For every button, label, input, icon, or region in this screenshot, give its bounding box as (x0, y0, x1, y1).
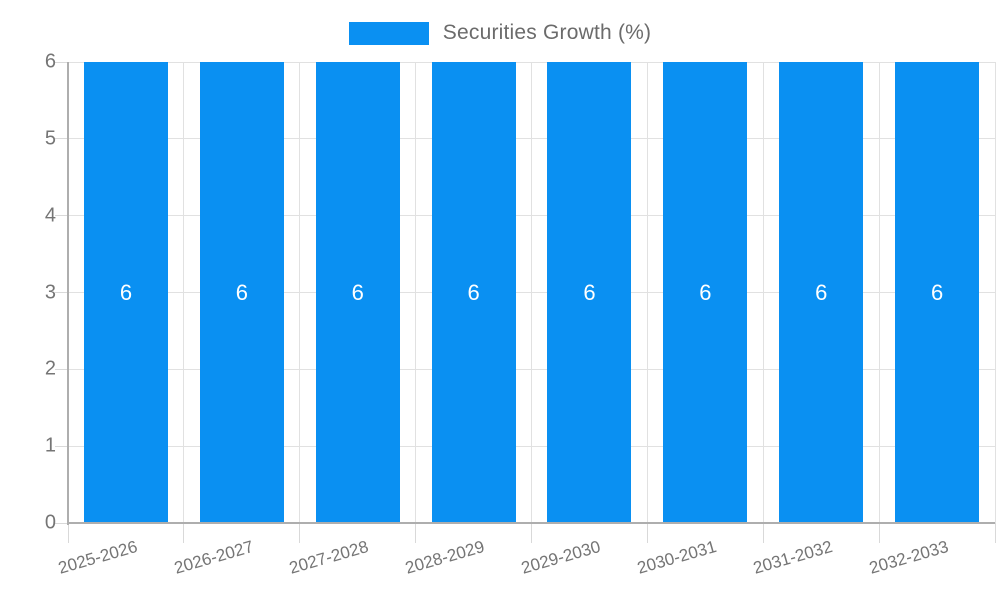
x-tick-mark (415, 523, 417, 543)
bar-value-label: 6 (351, 279, 364, 305)
y-tick-mark (55, 215, 68, 217)
bar-2030-2031[interactable] (663, 62, 748, 523)
legend-swatch[interactable] (348, 21, 429, 45)
bar-2032-2033[interactable] (895, 62, 980, 523)
bar-value-label: 6 (699, 279, 712, 305)
y-axis-line (67, 62, 69, 525)
x-gridline (994, 62, 996, 523)
bar-2031-2032[interactable] (779, 62, 864, 523)
y-axis-tick-label: 1 (44, 434, 56, 457)
y-tick-mark (55, 292, 68, 293)
x-gridline (531, 62, 532, 523)
y-tick-mark (55, 368, 68, 370)
x-gridline (415, 62, 417, 523)
x-axis-tick-label: 2029-2030 (519, 537, 603, 578)
x-tick-mark (994, 523, 996, 543)
bar-2028-2029[interactable] (431, 62, 516, 523)
x-axis-tick-label: 2032-2033 (866, 537, 951, 578)
bar-value-label: 6 (467, 279, 480, 305)
bar-2029-2030[interactable] (547, 62, 632, 523)
y-tick-mark (55, 445, 68, 447)
bar-value-label: 6 (815, 279, 828, 305)
y-axis-tick-label: 3 (44, 281, 56, 303)
bar-2025-2026[interactable] (83, 62, 168, 523)
chart-legend[interactable]: Securities Growth (%) (0, 21, 1000, 45)
x-axis-tick-label: 2026-2027 (171, 537, 256, 578)
x-tick-mark (878, 523, 880, 543)
x-gridline (183, 62, 185, 523)
bar-value-label: 6 (119, 279, 133, 305)
bar-2027-2028[interactable] (315, 62, 400, 523)
x-axis-tick-label: 2030-2031 (635, 537, 719, 578)
x-tick-mark (183, 523, 185, 543)
bar-value-label: 6 (235, 279, 248, 305)
x-tick-mark (531, 523, 532, 543)
x-tick-mark (762, 523, 764, 543)
x-tick-mark (299, 523, 301, 543)
bar-2026-2027[interactable] (199, 62, 284, 523)
x-axis-tick-label: 2031-2032 (751, 537, 835, 578)
y-axis-tick-label: 0 (44, 511, 56, 534)
x-axis-tick-label: 2025-2026 (55, 537, 140, 578)
bar-value-label: 6 (583, 279, 596, 305)
y-axis-tick-label: 6 (44, 50, 56, 73)
x-tick-mark (67, 523, 69, 543)
y-axis-tick-label: 4 (44, 204, 56, 227)
y-tick-mark (55, 138, 68, 140)
y-axis-tick-label: 2 (44, 357, 56, 380)
x-tick-mark (646, 523, 648, 543)
bar-value-label: 6 (930, 279, 944, 305)
x-axis-tick-label: 2028-2029 (403, 537, 487, 578)
x-gridline (299, 62, 301, 523)
legend-label[interactable]: Securities Growth (%) (442, 21, 652, 44)
y-tick-mark (55, 522, 68, 524)
x-gridline (762, 62, 764, 523)
y-tick-mark (55, 61, 68, 63)
x-gridline (878, 62, 880, 523)
x-axis-tick-label: 2027-2028 (287, 537, 371, 578)
x-gridline (646, 62, 648, 523)
y-axis-tick-label: 5 (44, 127, 56, 150)
x-axis-line (68, 522, 995, 524)
